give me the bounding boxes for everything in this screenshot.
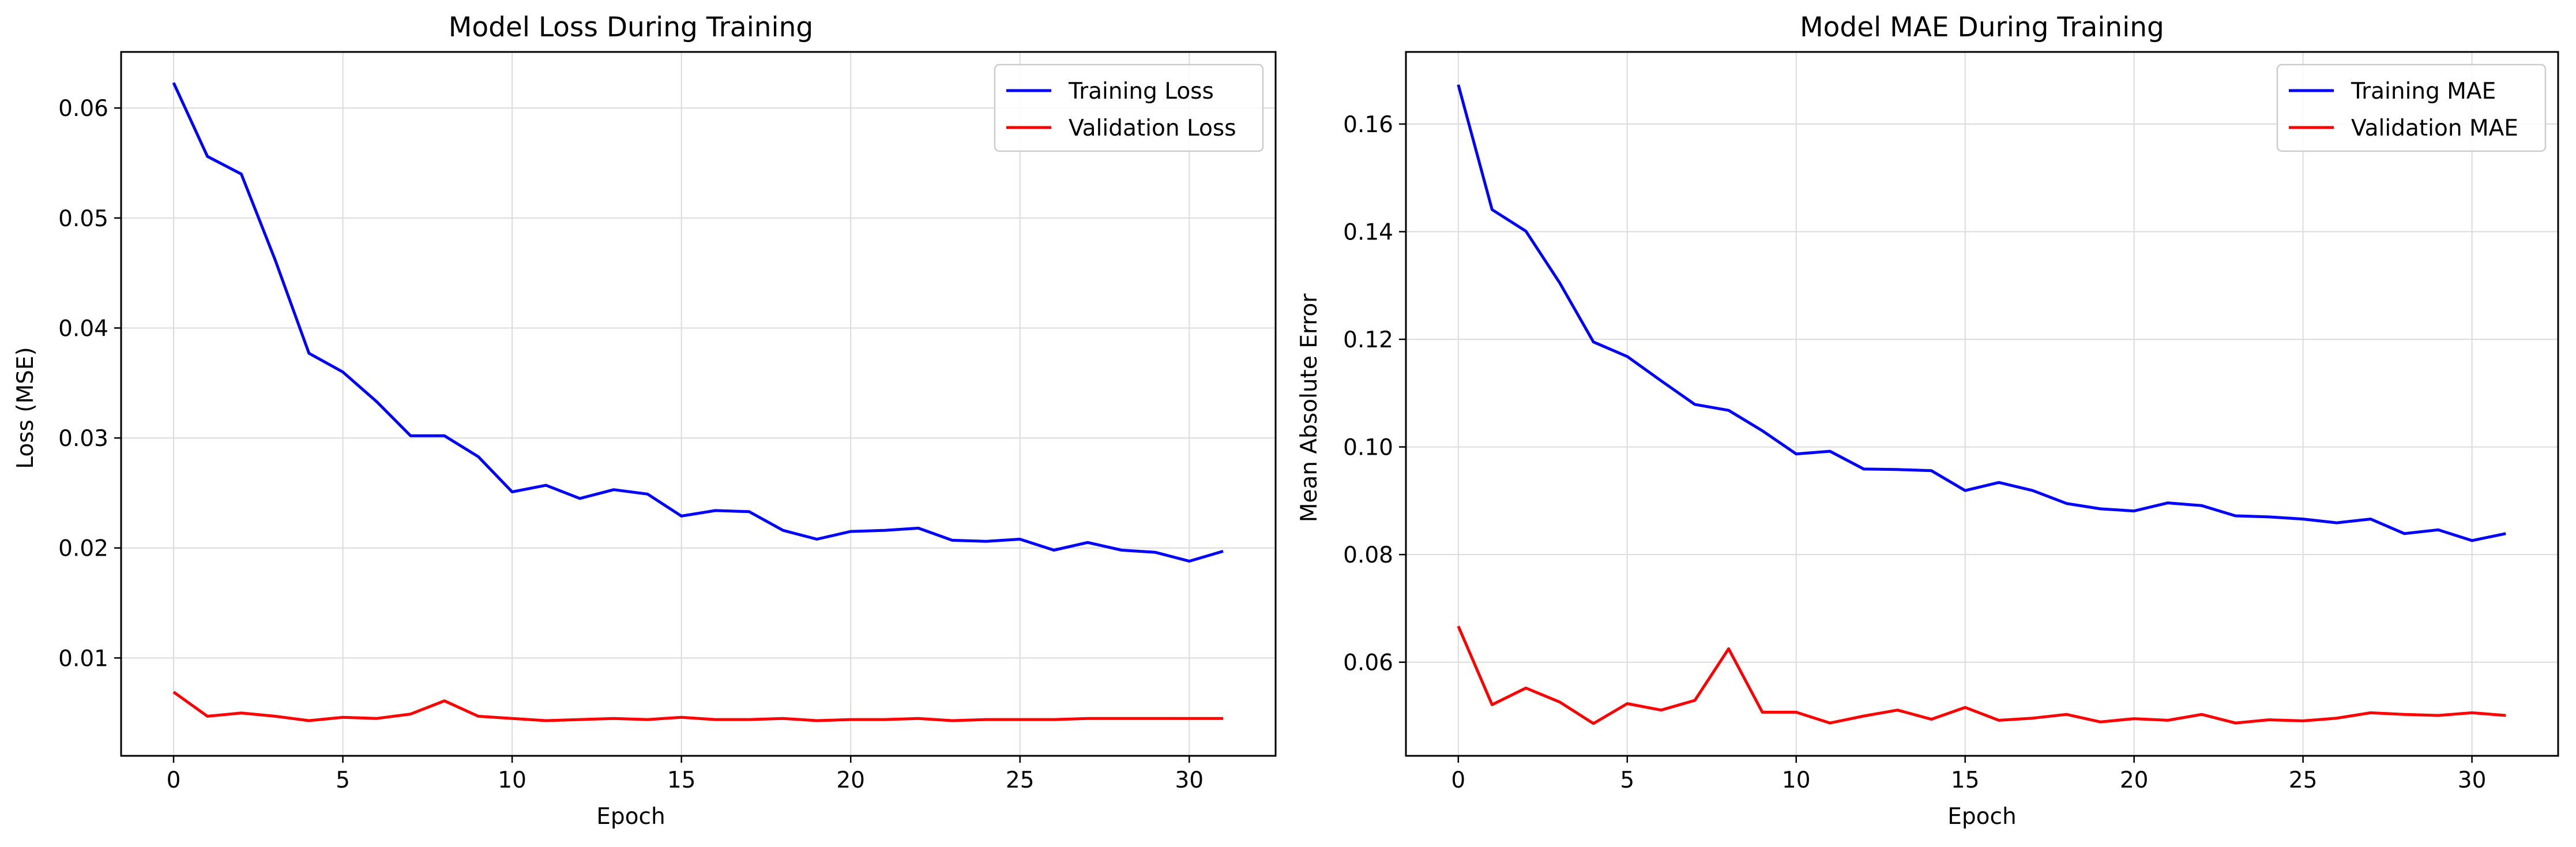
loss-legend-box bbox=[994, 63, 1264, 152]
y-tick-label: 0.05 bbox=[58, 206, 108, 232]
x-tick-label: 0 bbox=[1451, 767, 1465, 793]
mae-legend-box bbox=[2276, 63, 2547, 152]
legend-entry-label: Training MAE bbox=[2351, 78, 2496, 104]
mae-chart-xlabel: Epoch bbox=[1947, 804, 2016, 830]
x-tick-label: 15 bbox=[1951, 767, 1980, 793]
y-tick-label: 0.01 bbox=[58, 646, 108, 672]
y-tick-label: 0.08 bbox=[1343, 542, 1393, 568]
y-tick-label: 0.06 bbox=[1343, 650, 1393, 676]
x-tick-label: 20 bbox=[2120, 767, 2149, 793]
x-tick-label: 30 bbox=[1175, 767, 1204, 793]
loss-chart-panel: Model Loss During Training Epoch Loss (M… bbox=[13, 12, 1277, 830]
x-tick-label: 25 bbox=[1006, 767, 1035, 793]
x-tick-label: 30 bbox=[2458, 767, 2487, 793]
y-tick-label: 0.14 bbox=[1343, 220, 1393, 246]
x-tick-label: 10 bbox=[1782, 767, 1811, 793]
y-tick-label: 0.12 bbox=[1343, 327, 1393, 353]
loss-chart-xlabel: Epoch bbox=[596, 804, 665, 830]
x-tick-label: 5 bbox=[336, 767, 350, 793]
mae-series-line-validation bbox=[1457, 625, 2506, 725]
y-tick-label: 0.03 bbox=[58, 426, 108, 452]
loss-chart-legend: Training Loss Validation Loss bbox=[994, 63, 1264, 152]
legend-entry-label: Validation MAE bbox=[2351, 115, 2518, 141]
y-tick-label: 0.16 bbox=[1343, 112, 1393, 138]
x-tick-label: 0 bbox=[167, 767, 181, 793]
mae-chart-ylabel: Mean Absolute Error bbox=[1296, 293, 1322, 523]
loss-chart-axes-frame bbox=[120, 51, 1277, 757]
y-tick-label: 0.02 bbox=[58, 536, 108, 562]
mae-chart-panel: Model MAE During Training Epoch Mean Abs… bbox=[1296, 12, 2559, 830]
mae-chart-title: Model MAE During Training bbox=[1800, 12, 2164, 43]
x-tick-label: 20 bbox=[836, 767, 865, 793]
loss-chart-ylabel: Loss (MSE) bbox=[13, 347, 39, 469]
loss-series-line-validation bbox=[172, 691, 1223, 722]
loss-series-line-training bbox=[172, 82, 1224, 563]
mae-chart-axes-frame bbox=[1405, 51, 2559, 757]
x-tick-label: 25 bbox=[2289, 767, 2318, 793]
y-tick-label: 0.06 bbox=[58, 96, 108, 122]
legend-entry-label: Training Loss bbox=[1068, 78, 1214, 104]
mae-chart-legend: Training MAE Validation MAE bbox=[2276, 63, 2547, 152]
x-tick-label: 10 bbox=[498, 767, 527, 793]
legend-entry-label: Validation Loss bbox=[1069, 115, 1236, 141]
x-tick-label: 5 bbox=[1620, 767, 1634, 793]
x-tick-label: 15 bbox=[667, 767, 696, 793]
loss-chart-title: Model Loss During Training bbox=[449, 12, 813, 43]
mae-series-line-training bbox=[1457, 84, 2506, 542]
y-tick-label: 0.10 bbox=[1343, 435, 1393, 461]
y-tick-label: 0.04 bbox=[58, 316, 108, 342]
